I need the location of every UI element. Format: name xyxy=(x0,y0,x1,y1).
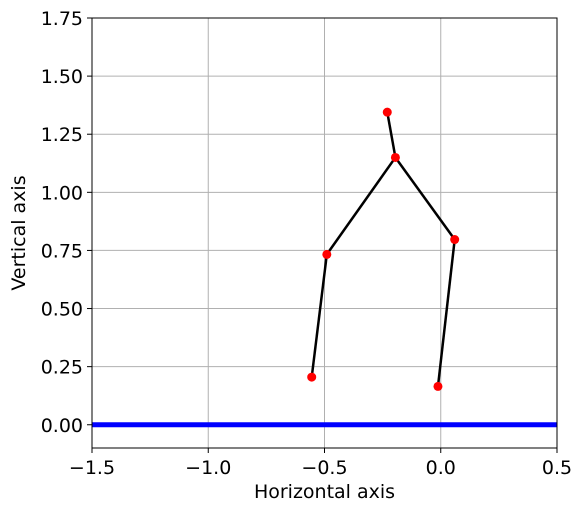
y-tick-label: 1.00 xyxy=(41,182,83,204)
y-tick-label: 1.25 xyxy=(41,124,83,146)
y-tick-label: 0.00 xyxy=(41,415,83,437)
grid xyxy=(92,18,557,448)
joint-point xyxy=(391,153,400,162)
skeleton-segment xyxy=(387,112,395,157)
y-axis-label: Vertical axis xyxy=(8,175,30,290)
skeleton-lines xyxy=(312,112,455,386)
skeleton-segment xyxy=(395,157,454,239)
x-tick-label: −0.5 xyxy=(301,457,347,479)
y-tick-label: 1.75 xyxy=(41,8,83,30)
joint-point xyxy=(433,382,442,391)
x-axis-ticks: −1.5 −1.0 −0.5 0.0 0.5 xyxy=(69,448,572,479)
x-tick-label: 0.5 xyxy=(542,457,572,479)
y-tick-label: 1.50 xyxy=(41,66,83,88)
x-axis-label: Horizontal axis xyxy=(254,481,395,503)
joint-point xyxy=(322,250,331,259)
y-tick-label: 0.25 xyxy=(41,357,83,379)
joint-point xyxy=(450,235,459,244)
x-tick-label: −1.5 xyxy=(69,457,115,479)
joint-point xyxy=(383,108,392,117)
y-tick-label: 0.75 xyxy=(41,240,83,262)
y-tick-label: 0.50 xyxy=(41,299,83,321)
skeleton-segment xyxy=(327,157,396,254)
x-tick-label: 0.0 xyxy=(426,457,456,479)
x-tick-label: −1.0 xyxy=(185,457,231,479)
joint-point xyxy=(307,373,316,382)
y-axis-ticks: 0.00 0.25 0.50 0.75 1.00 1.25 1.50 1.75 xyxy=(41,8,92,437)
